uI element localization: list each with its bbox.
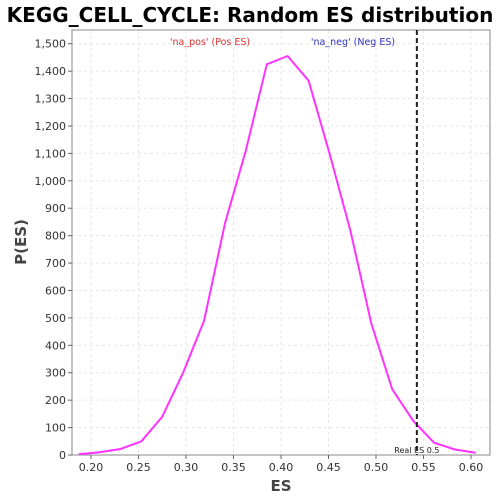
x-tick-label: 0.50 <box>364 461 389 474</box>
y-tick-label: 0 <box>59 449 66 462</box>
real-es-label: Real ES 0.5 <box>394 446 439 455</box>
x-tick-label: 0.45 <box>316 461 341 474</box>
y-tick-label: 1,000 <box>35 175 67 188</box>
gridlines <box>72 30 490 456</box>
x-tick-label: 0.20 <box>79 461 104 474</box>
series-group <box>78 55 476 456</box>
legend-item: 'na_neg' (Neg ES) <box>311 37 395 48</box>
y-tick-label: 500 <box>45 312 66 325</box>
legend: 'na_pos' (Pos ES) 'na_neg' (Neg ES) <box>170 37 395 48</box>
y-tick-label: 100 <box>45 422 66 435</box>
y-axis-ticks: 0 100 200 300 400 500 600 700 800 900 1,000 1,100 1,… <box>35 38 72 462</box>
y-tick-label: 400 <box>45 339 66 352</box>
y-axis-label: P(ES) <box>12 219 30 265</box>
y-tick-label: 1,500 <box>35 38 67 51</box>
y-tick-label: 300 <box>45 367 66 380</box>
y-tick-label: 1,100 <box>35 147 67 160</box>
x-axis-label: ES <box>270 477 291 495</box>
x-axis-ticks: 0.20 0.25 0.30 0.35 0.40 0.45 0.50 0.55 0.60 <box>79 455 484 474</box>
x-tick-label: 0.55 <box>411 461 436 474</box>
y-tick-label: 1,300 <box>35 93 67 106</box>
legend-item: 'na_pos' (Pos ES) <box>170 37 250 48</box>
series-line <box>78 55 476 456</box>
x-tick-label: 0.25 <box>126 461 151 474</box>
x-tick-label: 0.30 <box>174 461 199 474</box>
x-tick-label: 0.60 <box>459 461 484 474</box>
annotation-group: Real ES 0.5 <box>394 30 439 455</box>
chart-title: KEGG_CELL_CYCLE: Random ES distribution <box>7 3 494 27</box>
y-tick-label: 1,400 <box>35 65 67 78</box>
y-tick-label: 200 <box>45 394 66 407</box>
y-tick-label: 700 <box>45 257 66 270</box>
x-tick-label: 0.35 <box>221 461 246 474</box>
y-tick-label: 800 <box>45 230 66 243</box>
y-tick-label: 600 <box>45 284 66 297</box>
y-tick-label: 900 <box>45 202 66 215</box>
y-tick-label: 1,200 <box>35 120 67 133</box>
x-tick-label: 0.40 <box>269 461 294 474</box>
